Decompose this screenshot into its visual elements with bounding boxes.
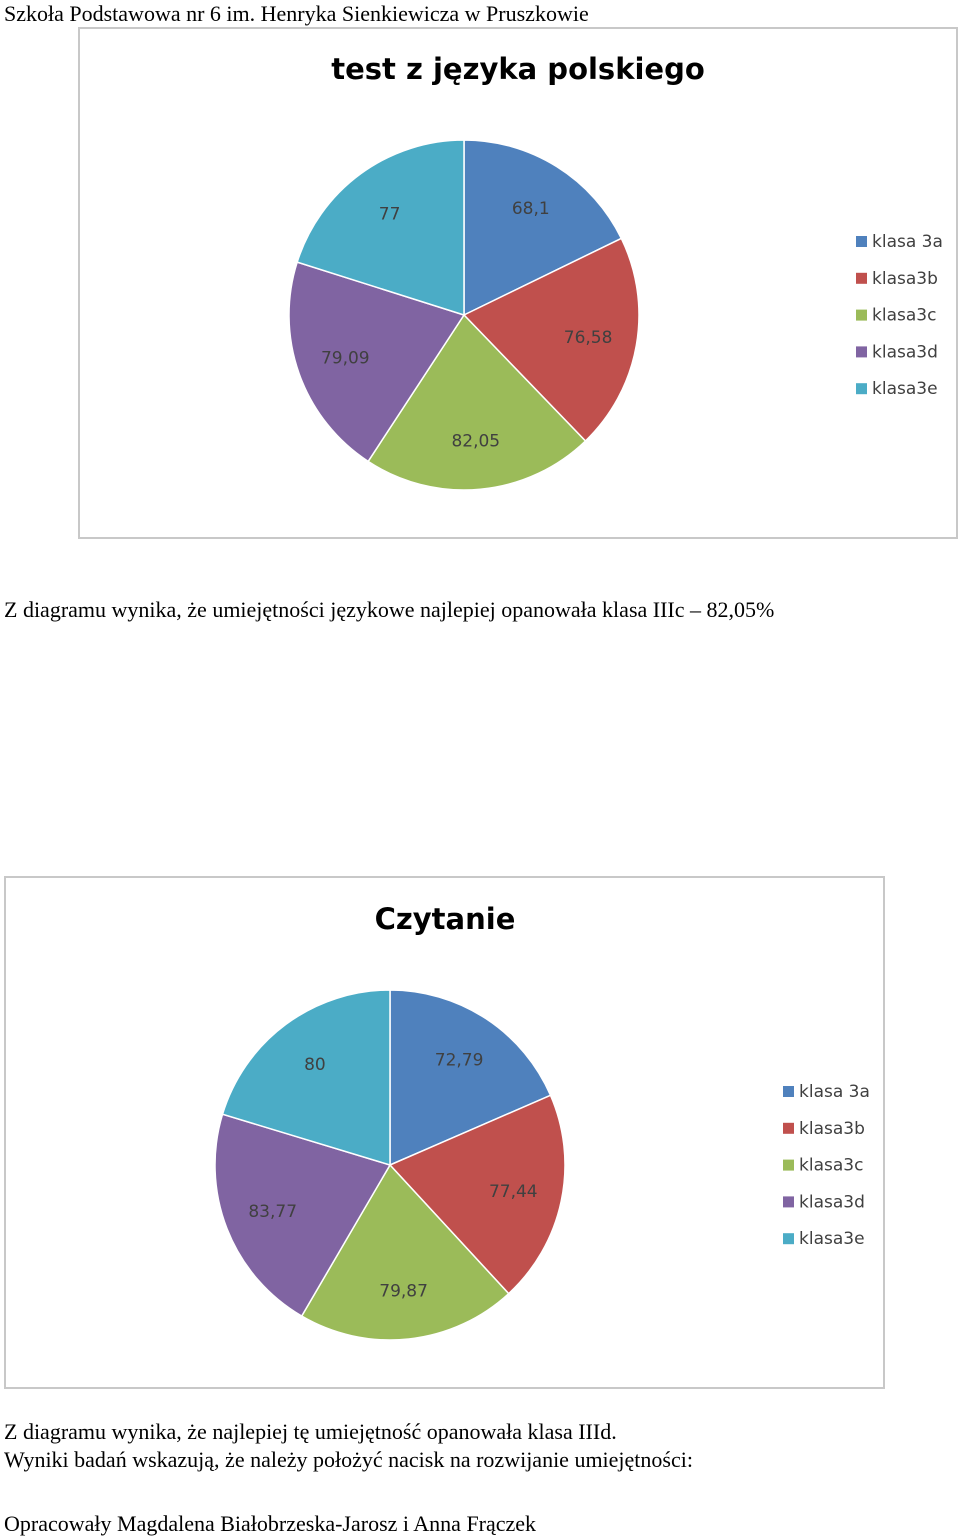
legend-swatch bbox=[856, 383, 867, 395]
school-header: Szkoła Podstawowa nr 6 im. Henryka Sienk… bbox=[4, 1, 589, 26]
data-label: 79,09 bbox=[321, 348, 370, 368]
legend-swatch bbox=[783, 1122, 794, 1134]
chart-polish-test-svg: test z języka polskiego 68,1 76,58 82,05 79,… bbox=[288, 52, 943, 491]
legend-swatch bbox=[856, 236, 867, 247]
conclusion-recommendation: Wyniki badań wskazują, że należy położyć… bbox=[4, 1447, 693, 1472]
data-label: 83,77 bbox=[248, 1202, 297, 1222]
pie-slice-klasa3b bbox=[388, 1094, 566, 1295]
data-label: 77,44 bbox=[489, 1182, 538, 1202]
legend-item: klasa3d bbox=[799, 1192, 865, 1212]
data-label: 80 bbox=[304, 1055, 326, 1075]
legend-swatch bbox=[783, 1086, 794, 1097]
pie-slice-klasa3e bbox=[296, 139, 465, 317]
data-label: 82,05 bbox=[451, 431, 500, 451]
pie-slice-klasa3e bbox=[221, 989, 391, 1167]
authors: Opracowały Magdalena Białobrzeska-Jarosz… bbox=[4, 1511, 537, 1536]
chart-reading-svg: Czytanie 72,79 77,44 79,87 83,77 80 klasa 3a kl… bbox=[214, 902, 870, 1341]
legend-swatch bbox=[783, 1159, 794, 1171]
conclusion-polish: Z diagramu wynika, że umiejętności język… bbox=[4, 597, 775, 622]
pie-slice-klasa3c bbox=[367, 313, 587, 491]
legend-item: klasa3c bbox=[872, 306, 936, 326]
legend-swatch bbox=[783, 1233, 794, 1245]
data-label: 76,58 bbox=[564, 328, 613, 348]
pie-slice-klasa3d bbox=[214, 1113, 392, 1318]
pie-slice-klasa3c bbox=[300, 1163, 510, 1341]
legend-swatch bbox=[856, 309, 867, 321]
legend-item: klasa3e bbox=[799, 1229, 865, 1249]
chart-title: Czytanie bbox=[375, 902, 516, 936]
chart-polish-test: test z języka polskiego 68,1 76,58 82,05 79,… bbox=[78, 27, 958, 539]
legend-swatch bbox=[783, 1196, 794, 1208]
conclusion-reading: Z diagramu wynika, że najlepiej tę umiej… bbox=[4, 1419, 617, 1444]
legend-item: klasa3e bbox=[872, 379, 938, 399]
chart-reading: Czytanie 72,79 77,44 79,87 83,77 80 klasa 3a kl… bbox=[4, 876, 885, 1389]
legend-item: klasa 3a bbox=[872, 232, 943, 252]
chart-title: test z języka polskiego bbox=[331, 52, 705, 86]
pie-slice-klasa-3a bbox=[463, 139, 623, 317]
legend-item: klasa3d bbox=[872, 342, 938, 362]
data-label: 79,87 bbox=[379, 1281, 428, 1301]
legend-swatch bbox=[856, 272, 867, 284]
pie-slice-klasa-3a bbox=[389, 989, 552, 1167]
legend-swatch bbox=[856, 346, 867, 358]
data-label: 72,79 bbox=[435, 1051, 484, 1071]
legend-item: klasa3b bbox=[872, 269, 938, 289]
legend-item: klasa3b bbox=[799, 1119, 865, 1139]
data-label: 68,1 bbox=[512, 199, 550, 219]
data-label: 77 bbox=[379, 204, 401, 224]
pie-slice-klasa3d bbox=[288, 261, 466, 463]
legend-item: klasa3c bbox=[799, 1156, 863, 1176]
pie-slice-klasa3b bbox=[462, 237, 640, 443]
legend-item: klasa 3a bbox=[799, 1082, 870, 1102]
